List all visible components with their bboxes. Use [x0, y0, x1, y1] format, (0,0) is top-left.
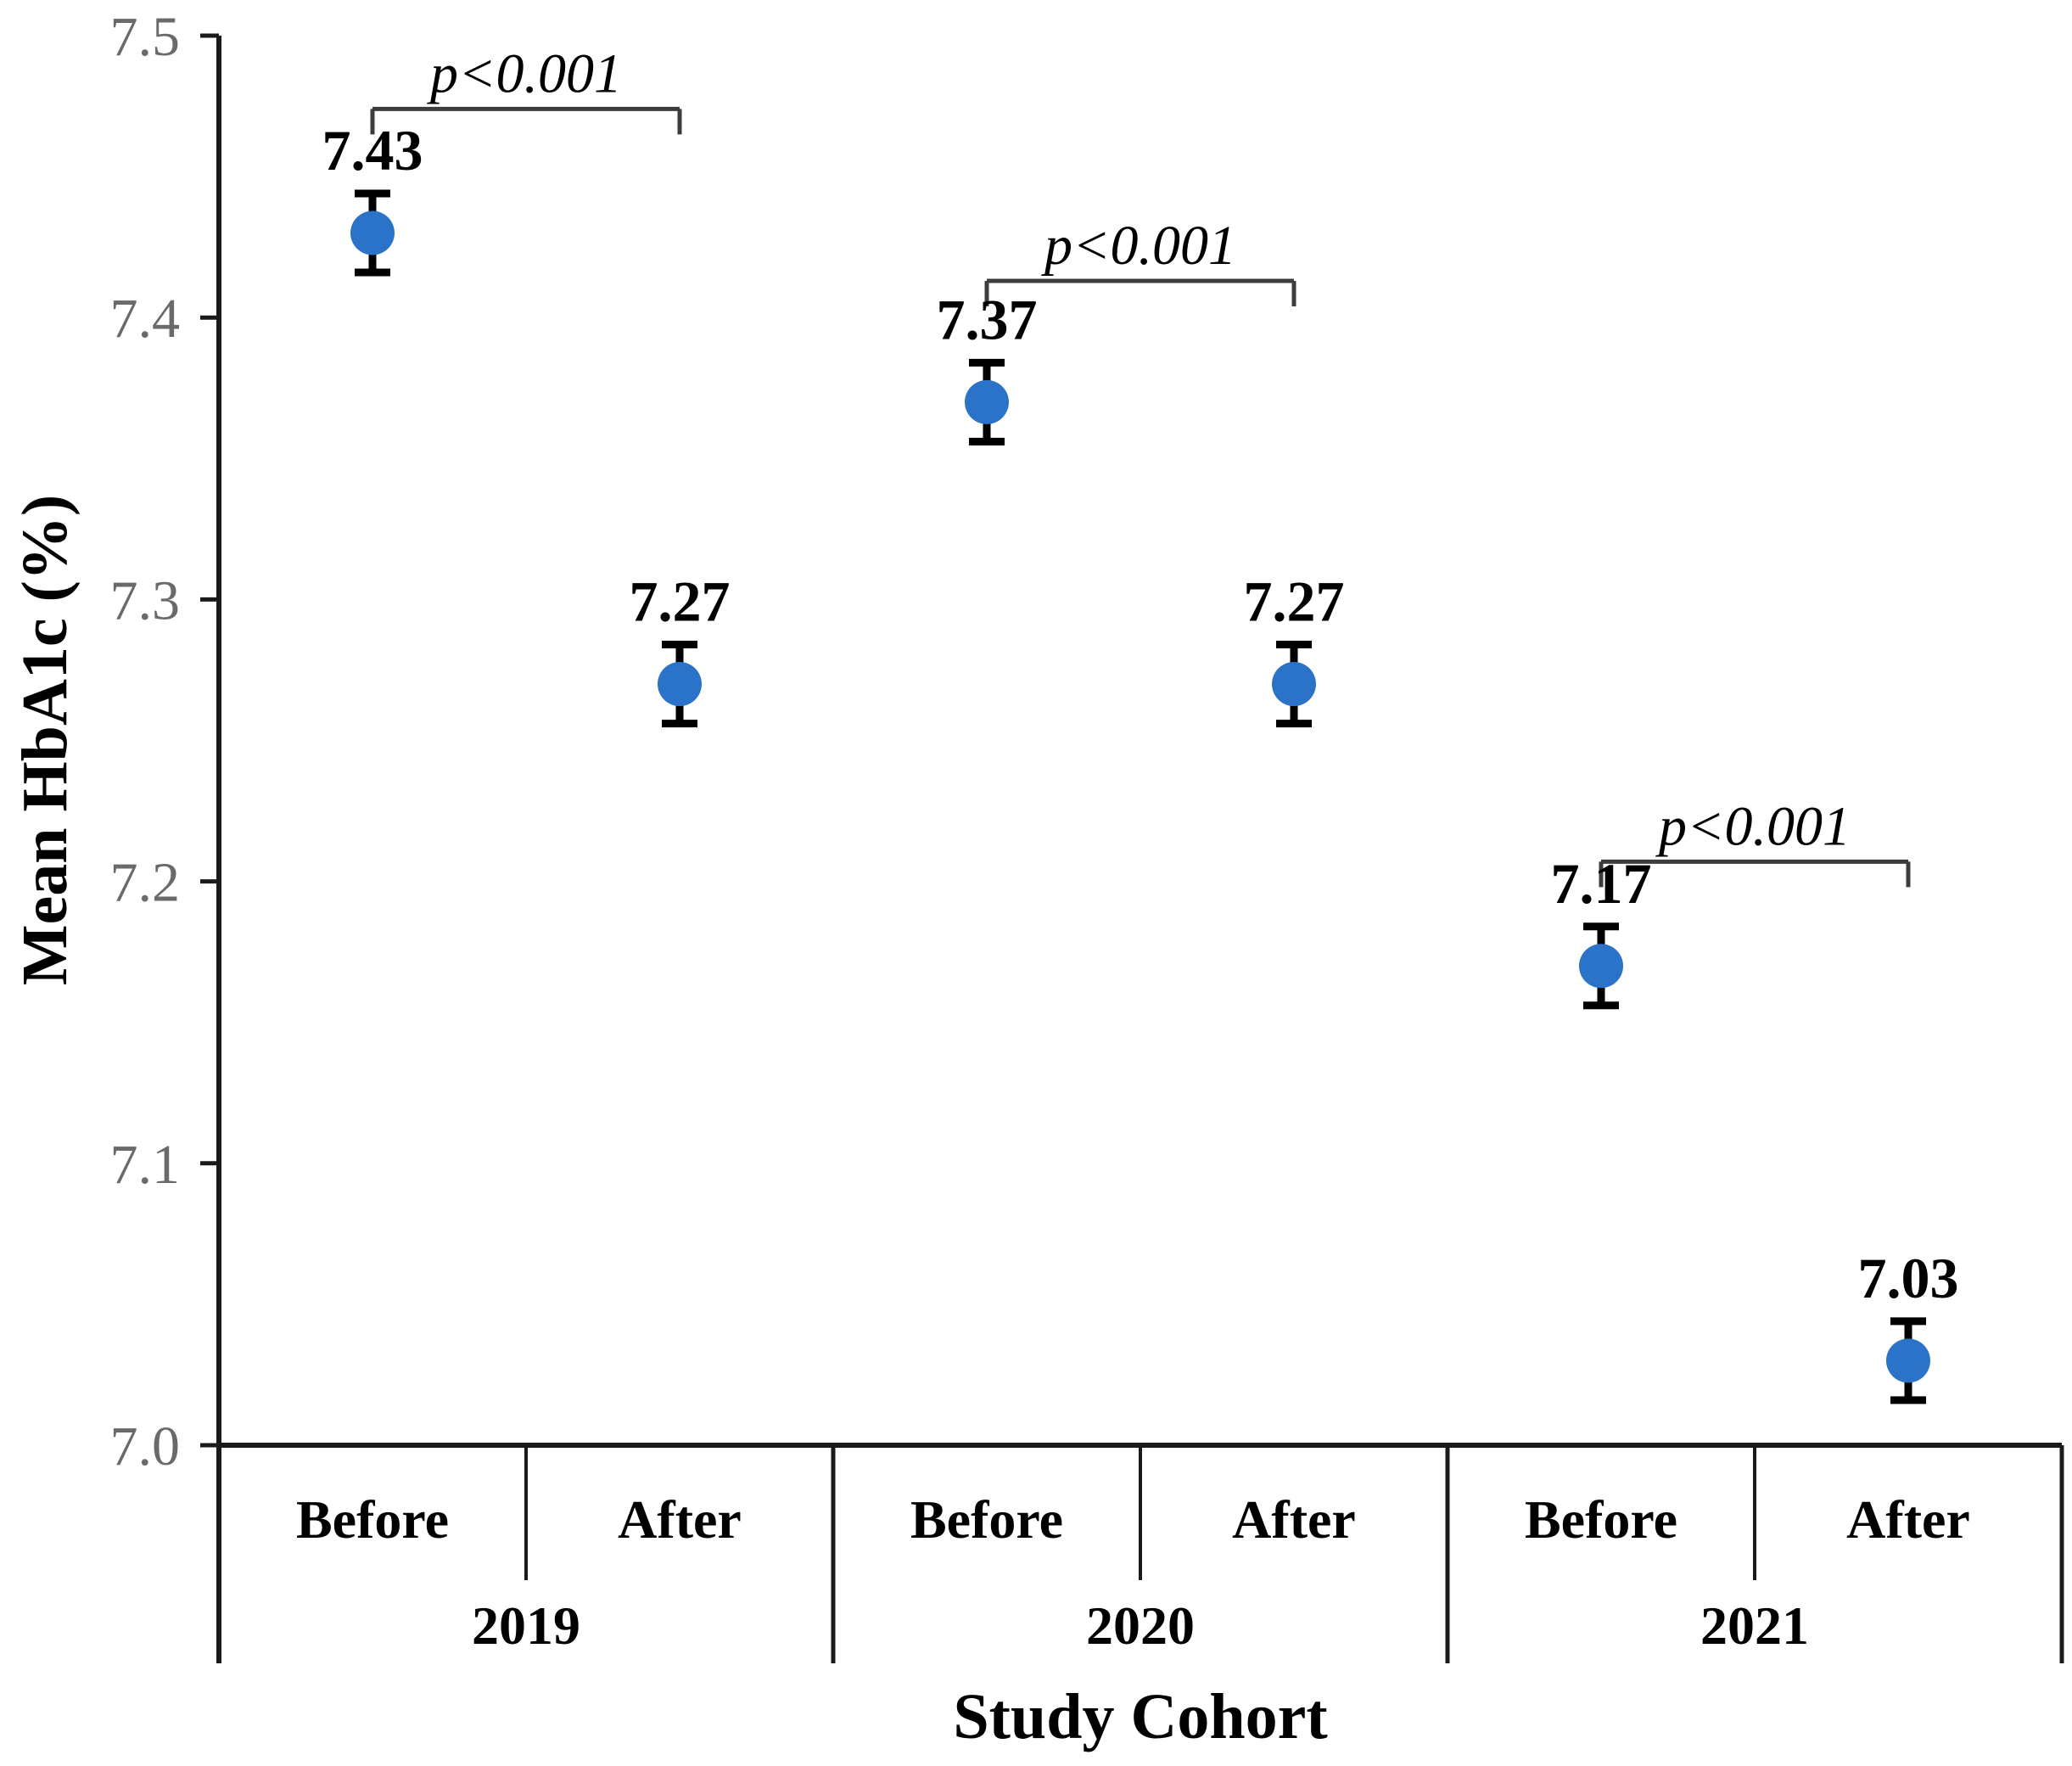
y-tick-label: 7.5 [110, 6, 181, 68]
period-label: Before [910, 1489, 1063, 1550]
year-label: 2019 [472, 1595, 580, 1656]
y-tick-label: 7.4 [110, 288, 181, 350]
value-label: 7.03 [1858, 1246, 1959, 1310]
data-point [350, 210, 395, 255]
value-label: 7.17 [1551, 851, 1652, 916]
data-point [1886, 1338, 1930, 1383]
p-value-label: p<0.001 [1655, 795, 1851, 857]
period-label: After [1232, 1489, 1356, 1550]
x-axis-title: Study Cohort [953, 1681, 1327, 1752]
y-tick-label: 7.0 [110, 1416, 181, 1477]
data-point [1272, 662, 1316, 707]
period-label: Before [296, 1489, 449, 1550]
year-label: 2020 [1086, 1595, 1195, 1656]
y-tick-label: 7.2 [110, 852, 181, 914]
p-value-label: p<0.001 [427, 42, 622, 104]
value-label: 7.27 [1244, 569, 1345, 634]
p-value-label: p<0.001 [1041, 215, 1236, 277]
y-tick-label: 7.3 [110, 569, 181, 631]
period-label: After [1846, 1489, 1970, 1550]
period-label: After [618, 1489, 742, 1550]
y-axis-title: Mean HbA1c (%) [9, 495, 81, 985]
value-label: 7.43 [322, 118, 423, 182]
value-label: 7.27 [630, 569, 731, 634]
data-point [965, 379, 1009, 424]
data-point [658, 662, 702, 707]
year-label: 2021 [1700, 1595, 1809, 1656]
value-label: 7.37 [937, 287, 1038, 351]
data-point [1579, 944, 1623, 989]
y-tick-label: 7.1 [110, 1134, 181, 1196]
chart-content: 7.0 7.1 7.2 7.3 7.4 7.5 Before After Before After… [110, 6, 2064, 1663]
period-label: Before [1525, 1489, 1677, 1550]
